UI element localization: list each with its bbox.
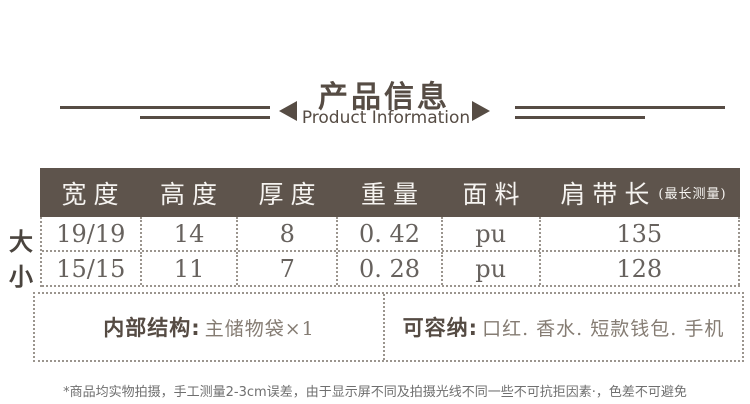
header-strap-length-label: 肩带长 — [560, 179, 657, 209]
table-cell: 128 — [541, 252, 740, 285]
capacity-box: 可容纳: 口红. 香水. 短款钱包. 手机 — [385, 294, 742, 360]
table-cell: pu — [443, 217, 541, 250]
arrow-left-icon — [279, 101, 297, 121]
header-cell-fabric: 面料 — [462, 179, 527, 209]
left-long-rule — [60, 106, 270, 109]
row-label-small: 小 — [9, 263, 33, 291]
spec-table-header: 宽度 高度 厚度 重量 面料 肩带长 (最长测量) — [40, 168, 740, 217]
right-short-rule — [515, 116, 645, 119]
table-cell: 15/15 — [42, 252, 142, 285]
capacity-value: 口红. 香水. 短款钱包. 手机 — [482, 317, 725, 340]
row-label-large: 大 — [9, 228, 33, 256]
capacity-label: 可容纳: — [402, 316, 479, 340]
disclaimer-footnote: *商品均实物拍摄，手工测量2-3cm误差，由于显示屏不同及拍摄光线不同一些不可抗… — [63, 385, 687, 400]
internal-structure-box: 内部结构: 主储物袋×1 — [35, 294, 385, 360]
info-boxes: 内部结构: 主储物袋×1 可容纳: 口红. 香水. 短款钱包. 手机 — [33, 292, 744, 362]
table-cell: 11 — [142, 252, 239, 285]
table-cell: 8 — [238, 217, 339, 250]
header-cell-strap-length: 肩带长 (最长测量) — [540, 168, 740, 217]
header-cell-height: 高度 — [159, 179, 224, 209]
internal-structure-value: 主储物袋×1 — [204, 317, 315, 340]
table-cell: 0. 28 — [338, 252, 443, 285]
page-title: 产品信息 — [318, 80, 450, 115]
table-cell: 7 — [238, 252, 339, 285]
table-cell: 19/19 — [42, 217, 142, 250]
table-cell: pu — [443, 252, 541, 285]
arrow-right-icon — [472, 101, 490, 121]
left-short-rule — [140, 116, 270, 119]
table-row-small: 15/15 11 7 0. 28 pu 128 — [42, 252, 740, 287]
table-row-large: 19/19 14 8 0. 42 pu 135 — [42, 217, 740, 252]
table-cell: 135 — [541, 217, 740, 250]
header-cell-thickness: 厚度 — [258, 179, 323, 209]
header-cell-weight: 重量 — [360, 179, 425, 209]
table-cell: 14 — [142, 217, 239, 250]
header-strap-length-note: (最长测量) — [658, 187, 727, 202]
header-cell-width: 宽度 — [61, 179, 126, 209]
page-subtitle: Product Information — [301, 108, 471, 128]
right-long-rule — [515, 106, 725, 109]
internal-structure-label: 内部结构: — [103, 316, 201, 340]
spec-table-body: 19/19 14 8 0. 42 pu 135 15/15 11 7 0. 28… — [40, 217, 740, 287]
table-cell: 0. 42 — [338, 217, 443, 250]
